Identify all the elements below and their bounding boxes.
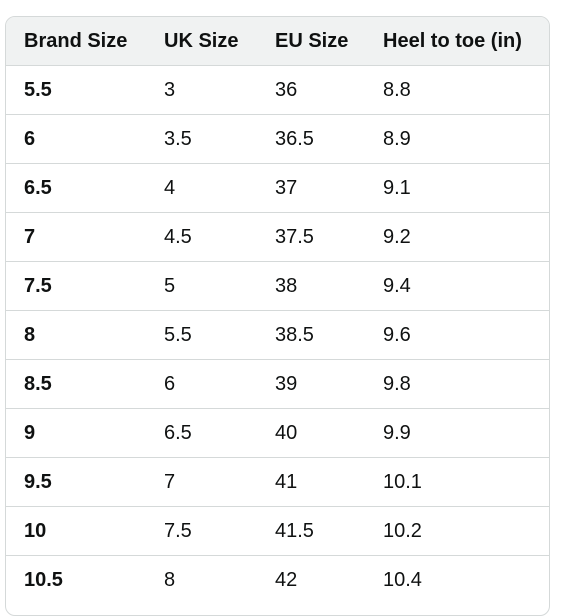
eu-size-cell: 38.5 (257, 310, 365, 360)
brand-size-cell: 7 (6, 212, 146, 262)
heel-to-toe-cell: 8.9 (365, 114, 549, 164)
brand-size-cell: 10 (6, 506, 146, 556)
brand-size-cell: 7.5 (6, 261, 146, 311)
header-row: Brand Size UK Size EU Size Heel to toe (… (6, 17, 549, 66)
uk-size-cell: 7 (146, 457, 257, 507)
uk-size-cell: 8 (164, 569, 176, 591)
uk-size-cell: 6.5 (146, 408, 257, 458)
table-row: 10.5 8 42 10.4 (6, 556, 549, 605)
table-row: 8 5.5 38.5 9.6 (6, 310, 549, 360)
brand-size-cell: 9.5 (6, 457, 146, 507)
uk-size-cell: 3 (146, 65, 257, 115)
eu-size-cell: 38 (257, 261, 365, 311)
table-body: 5.5 3 36 8.8 6 3.5 36.5 8.9 6.5 4 37 9.1… (6, 65, 549, 605)
column-header-brand-size: Brand Size (6, 17, 146, 66)
table-row: 6 3.5 36.5 8.9 (6, 114, 549, 164)
brand-size-cell: 5.5 (6, 65, 146, 115)
brand-size-cell: 8.5 (6, 359, 146, 409)
brand-size-cell: 9 (6, 408, 146, 458)
uk-size-cell: 5 (146, 261, 257, 311)
heel-to-toe-cell: 9.9 (365, 408, 549, 458)
heel-to-toe-cell: 9.2 (365, 212, 549, 262)
heel-to-toe-cell: 9.6 (365, 310, 549, 360)
table-row: 9.5 7 41 10.1 (6, 457, 549, 507)
table-row: 5.5 3 36 8.8 (6, 65, 549, 115)
uk-size-cell: 6 (146, 359, 257, 409)
table-row: 7.5 5 38 9.4 (6, 261, 549, 311)
eu-size-cell: 41 (257, 457, 365, 507)
heel-to-toe-cell: 8.8 (365, 65, 549, 115)
table-row: 7 4.5 37.5 9.2 (6, 212, 549, 262)
table-row: 10 7.5 41.5 10.2 (6, 506, 549, 556)
column-header-eu-size: EU Size (257, 17, 365, 66)
eu-size-cell: 37.5 (257, 212, 365, 262)
table-row: 9 6.5 40 9.9 (6, 408, 549, 458)
brand-size-cell: 6.5 (6, 163, 146, 213)
eu-size-cell: 42 (275, 569, 298, 591)
eu-size-cell: 37 (257, 163, 365, 213)
eu-size-cell: 40 (257, 408, 365, 458)
eu-size-cell: 39 (257, 359, 365, 409)
brand-size-cell: 6 (6, 114, 146, 164)
brand-size-cell: 10.5 (24, 569, 63, 591)
column-header-uk-size: UK Size (146, 17, 257, 66)
heel-to-toe-cell: 9.1 (365, 163, 549, 213)
heel-to-toe-cell: 9.8 (365, 359, 549, 409)
uk-size-cell: 4.5 (146, 212, 257, 262)
brand-size-cell: 8 (6, 310, 146, 360)
uk-size-cell: 5.5 (146, 310, 257, 360)
size-chart: Brand Size UK Size EU Size Heel to toe (… (5, 16, 550, 616)
uk-size-cell: 4 (146, 163, 257, 213)
size-chart-table: Brand Size UK Size EU Size Heel to toe (… (6, 17, 549, 604)
table-row: 8.5 6 39 9.8 (6, 359, 549, 409)
eu-size-cell: 41.5 (257, 506, 365, 556)
eu-size-cell: 36.5 (257, 114, 365, 164)
column-header-heel-to-toe: Heel to toe (in) (365, 17, 549, 66)
uk-size-cell: 3.5 (146, 114, 257, 164)
eu-size-cell: 36 (257, 65, 365, 115)
heel-to-toe-cell: 10.1 (365, 457, 549, 507)
table-row: 6.5 4 37 9.1 (6, 163, 549, 213)
heel-to-toe-cell: 10.2 (365, 506, 549, 556)
heel-to-toe-cell: 10.4 (383, 569, 422, 591)
uk-size-cell: 7.5 (146, 506, 257, 556)
heel-to-toe-cell: 9.4 (365, 261, 549, 311)
